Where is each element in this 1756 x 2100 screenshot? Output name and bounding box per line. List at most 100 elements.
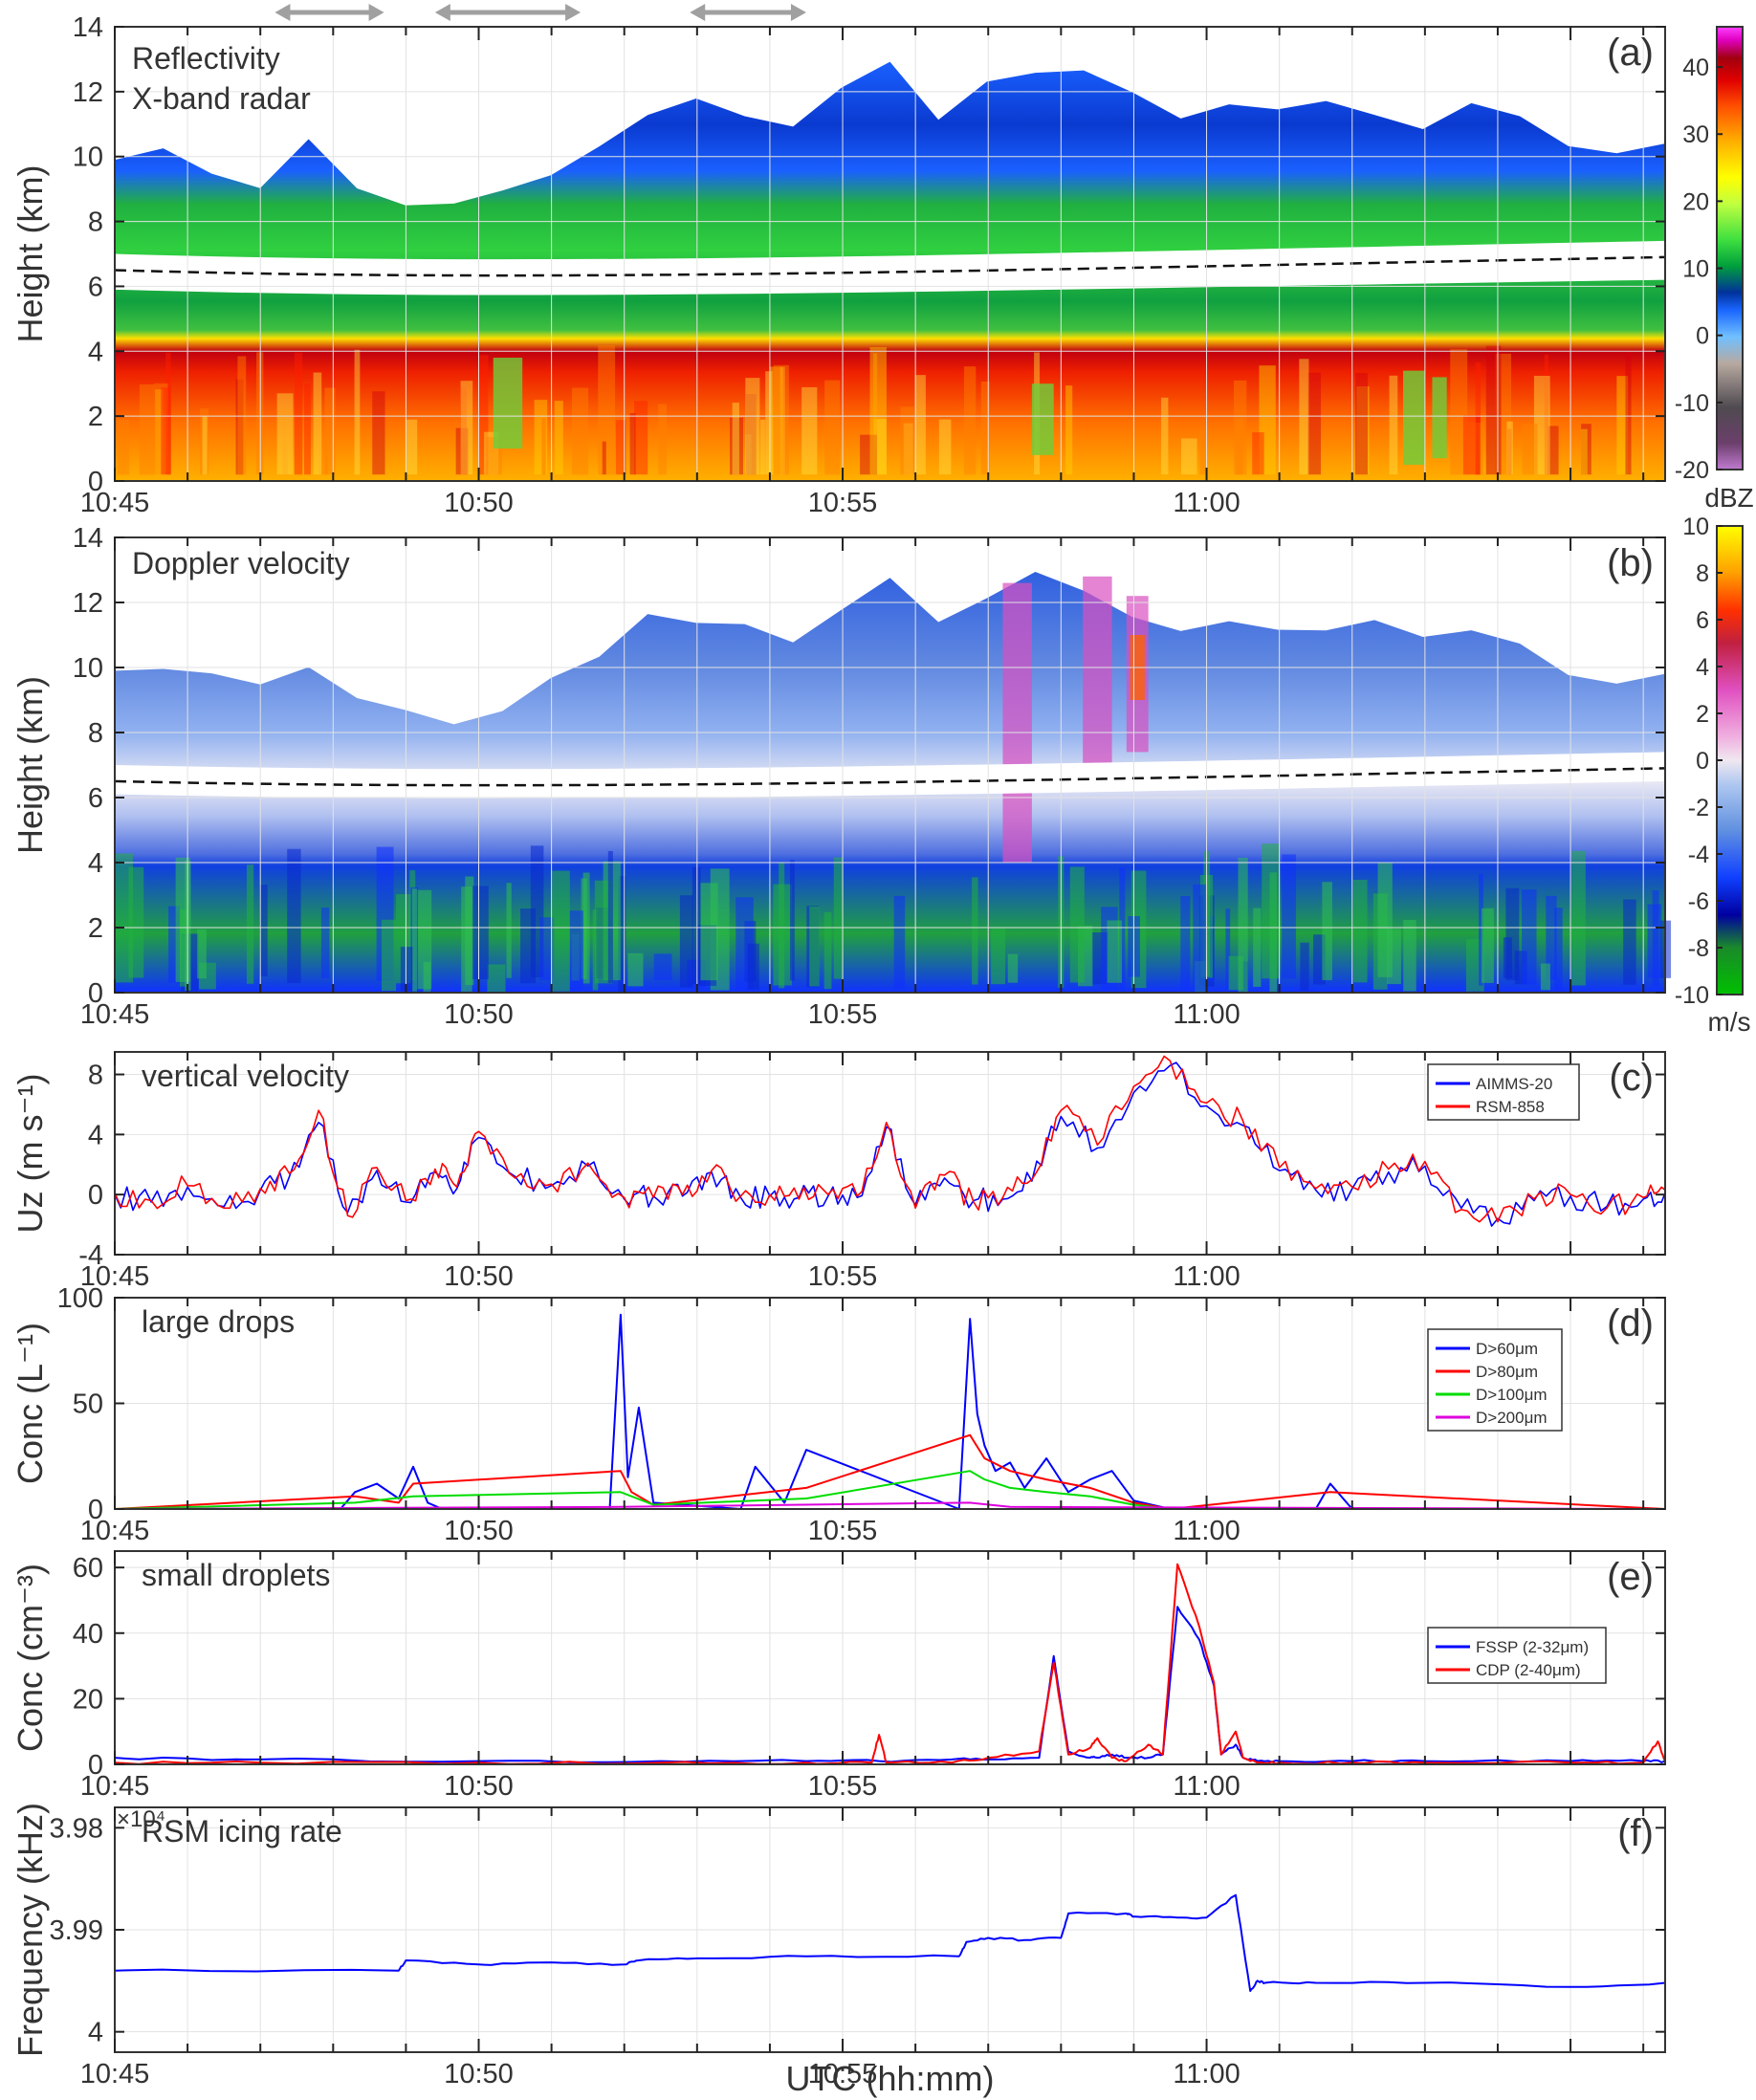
panel-title: Doppler velocity (132, 546, 350, 580)
radar-streak (900, 406, 915, 475)
radar-streak (1450, 349, 1468, 475)
x-tick-label: 10:45 (80, 999, 150, 1030)
x-tick-label: 10:50 (444, 488, 514, 518)
y-tick-label: 2 (88, 402, 103, 432)
radar-streak (730, 417, 744, 475)
radar-streak (571, 387, 589, 475)
radar-streak (745, 434, 752, 475)
radar-streak (372, 391, 385, 475)
radar-streak (287, 848, 301, 984)
radar-streak (991, 928, 1006, 985)
x-tick-label: 10:55 (808, 1516, 878, 1546)
radar-streak (423, 961, 431, 992)
radar-streak (1495, 353, 1512, 475)
radar-streak (259, 885, 268, 977)
panel-title: small droplets (142, 1558, 330, 1592)
radar-streak (1119, 867, 1126, 990)
radar-streak (732, 403, 739, 475)
arrow-head (434, 4, 450, 21)
radar-streak (304, 383, 311, 475)
radar-streak (1065, 385, 1073, 475)
panel-frame (114, 1051, 1666, 1256)
colorbar-reflectivity (1716, 26, 1744, 470)
y-tick-label: 12 (73, 588, 103, 619)
radar-streak (479, 355, 489, 475)
radar-streak (618, 876, 626, 993)
radar-streak (873, 353, 878, 475)
radar-streak (914, 375, 926, 475)
x-tick-label: 11:00 (1173, 1516, 1240, 1546)
y-tick-label: 0 (88, 467, 103, 497)
y-tick-label: 10 (73, 653, 103, 684)
radar-streak (1506, 428, 1512, 475)
y-axis-label: Frequency (kHz) (11, 1803, 50, 2057)
legend-box (1427, 1063, 1580, 1121)
radar-streak (554, 401, 563, 475)
radar-streak (460, 386, 468, 475)
panel-frame (114, 536, 1666, 994)
radar-streak (460, 381, 473, 475)
radar-streak (165, 352, 171, 475)
radar-streak (1466, 422, 1483, 475)
radar-streak (1307, 372, 1322, 475)
radar-streak (197, 929, 207, 979)
radar-streak (1181, 438, 1197, 475)
legend-label: RSM-858 (1476, 1098, 1545, 1116)
radar-streak (773, 364, 789, 475)
radar-streak (745, 393, 757, 475)
radar-streak (1547, 426, 1559, 475)
radar-streak (869, 347, 887, 475)
x-tick-label: 11:00 (1173, 1261, 1240, 1292)
radar-streak (155, 389, 164, 475)
radar-streak (602, 441, 606, 475)
colorbar-unit: m/s (1707, 1007, 1750, 1037)
radar-streak (472, 886, 489, 980)
radar-streak (1233, 380, 1247, 475)
radar-streak (246, 864, 254, 984)
radar-streak (598, 345, 616, 475)
radar-streak (700, 883, 718, 981)
radar-streak (1475, 415, 1481, 475)
radar-streak (541, 418, 546, 475)
radar-streak (860, 434, 878, 475)
panel-letter: (c) (1609, 1057, 1654, 1099)
radar-streak (1475, 361, 1482, 475)
y-tick-label: 100 (57, 1283, 103, 1314)
radar-streak (354, 349, 361, 475)
radar-streak (1180, 896, 1191, 991)
radar-streak (653, 953, 672, 981)
radar-streak (465, 876, 474, 986)
panel-letter: (f) (1617, 1812, 1654, 1854)
radar-streak (765, 371, 773, 475)
y-axis-label: Height (km) (11, 164, 50, 342)
radar-streak (770, 366, 783, 475)
y-tick-label: 60 (73, 1553, 103, 1584)
radar-streak (1355, 372, 1368, 475)
updraft-region (1002, 582, 1032, 863)
radar-streak (1389, 375, 1398, 475)
arrow-head (690, 4, 706, 21)
y-tick-label: 12 (73, 77, 103, 108)
legend-label: FSSP (2-32μm) (1476, 1638, 1589, 1656)
y-tick-label: 4 (88, 848, 103, 879)
radar-streak (1069, 866, 1085, 983)
x-tick-label: 11:00 (1173, 488, 1240, 518)
y-axis-label: Conc (cm⁻³) (11, 1564, 50, 1752)
radar-streak (520, 908, 537, 984)
radar-streak (893, 895, 906, 989)
radar-streak (168, 906, 181, 983)
radar-streak (455, 427, 469, 475)
x-tick-label: 10:45 (80, 1516, 150, 1546)
radar-streak (1546, 895, 1557, 980)
radar-streak (487, 964, 506, 993)
radar-streak (539, 917, 555, 980)
legend-box (1427, 1627, 1607, 1684)
series-line (114, 1061, 1666, 1227)
series-line (114, 1606, 1666, 1763)
radar-streak (1522, 889, 1537, 985)
y-tick-label: 50 (73, 1389, 103, 1420)
panel-letter: (e) (1607, 1556, 1654, 1598)
radar-streak (1625, 352, 1632, 475)
x-tick-label: 10:55 (808, 2059, 878, 2089)
radar-streak (1252, 432, 1264, 475)
